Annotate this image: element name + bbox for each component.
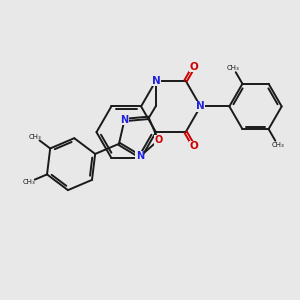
Text: N: N [196, 101, 205, 111]
Text: N: N [152, 76, 160, 86]
Text: O: O [190, 61, 198, 71]
Text: CH₃: CH₃ [227, 64, 239, 70]
Text: O: O [190, 141, 198, 151]
Text: CH₃: CH₃ [28, 134, 41, 140]
Text: N: N [136, 152, 144, 161]
Text: O: O [154, 135, 163, 145]
Text: N: N [120, 115, 128, 125]
Text: CH₃: CH₃ [23, 179, 36, 185]
Text: CH₃: CH₃ [272, 142, 284, 148]
